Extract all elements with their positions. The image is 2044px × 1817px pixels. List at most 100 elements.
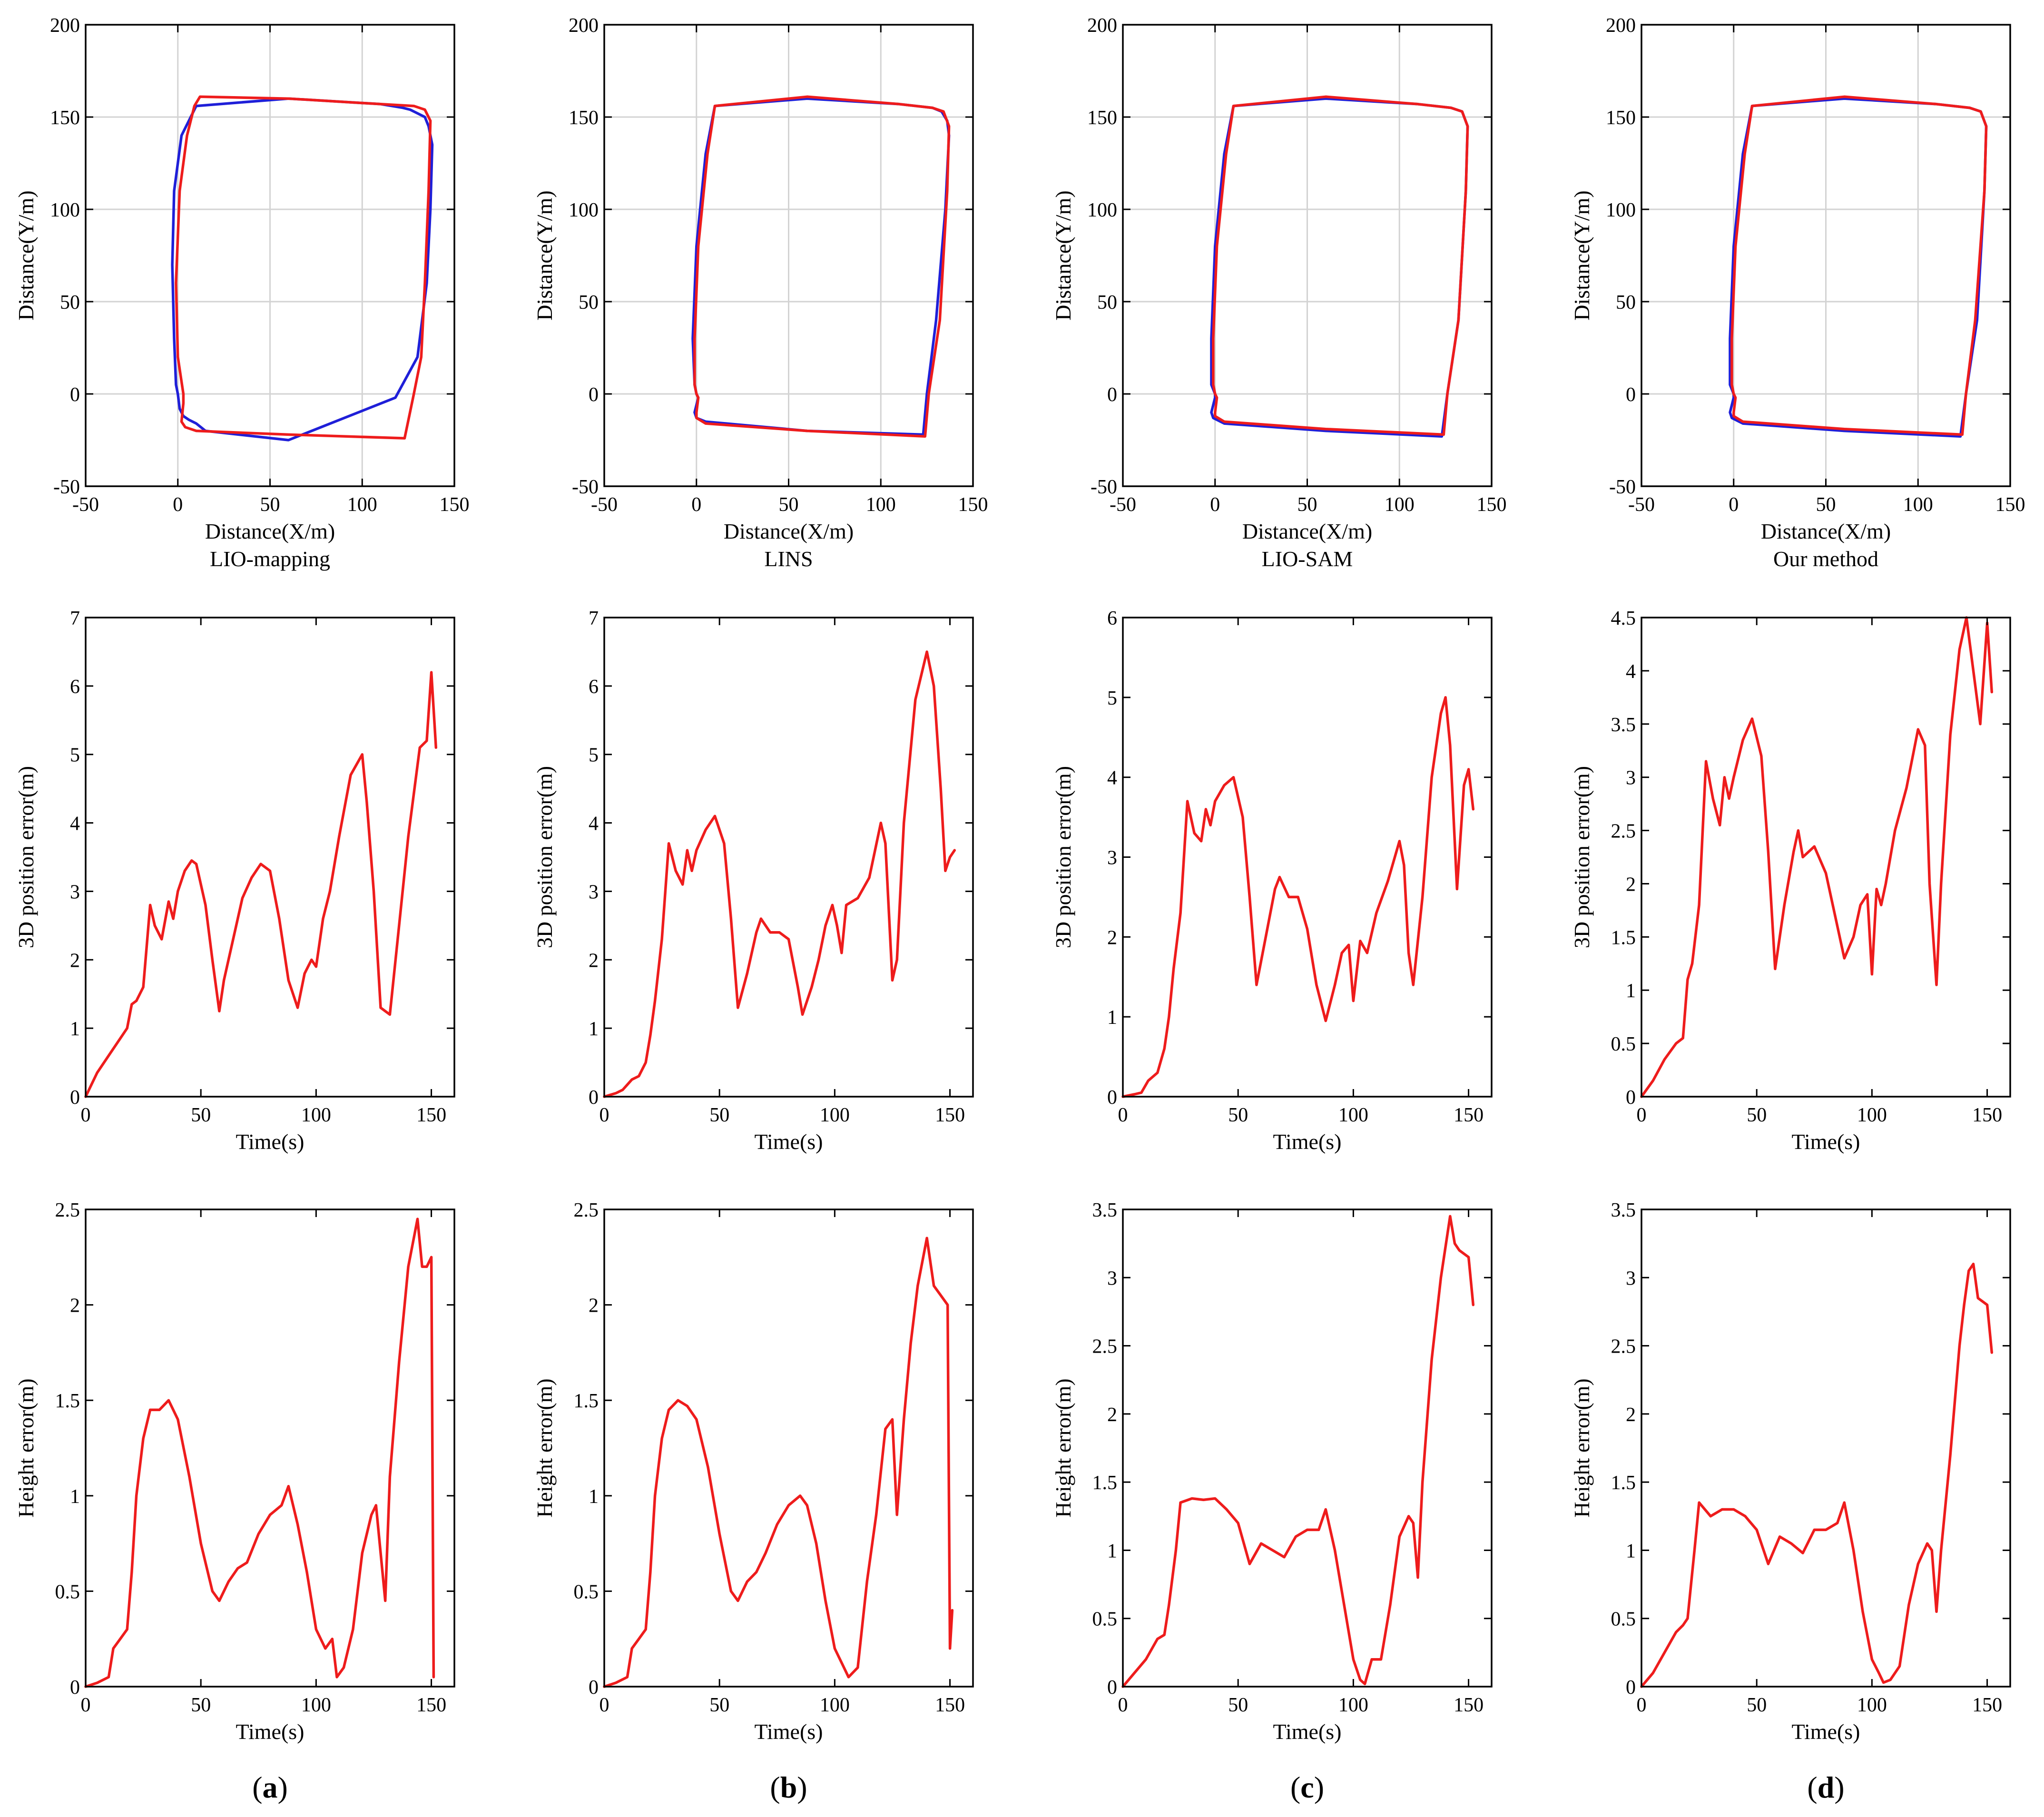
y-tick-label: 200 (569, 15, 599, 37)
y-tick-label: 0 (1626, 1677, 1636, 1699)
x-tick-label: 0 (1118, 1694, 1128, 1716)
y-tick-label: 1 (589, 1018, 599, 1040)
chart-height_error-c: 0 50 100 150 0 0.5 1 1.5 2 2.5 3 3.5 Time(s) Height e… (1051, 1199, 1493, 1744)
chart-position_error-b: 0 50 100 150 0 1 2 3 4 5 6 7 Time(s) 3D position erro… (532, 608, 974, 1154)
y-tick-label: 6 (70, 676, 80, 698)
x-tick-label: -50 (591, 494, 618, 516)
y-tick-label: 1 (1626, 1540, 1636, 1562)
x-tick-label: 0 (81, 1104, 91, 1126)
x-tick-label: 150 (1454, 1104, 1484, 1126)
y-tick-label: 200 (1087, 15, 1117, 37)
y-tick-label: 100 (1087, 199, 1117, 221)
x-tick-label: 100 (1338, 1104, 1368, 1126)
y-axis-label: Height error(m) (532, 1378, 557, 1518)
plot-area (1641, 618, 2010, 1097)
y-tick-label: 3 (1107, 1267, 1117, 1289)
y-tick-label: 0.5 (1611, 1609, 1636, 1630)
y-axis-label: Distance(Y/m) (14, 190, 38, 320)
y-tick-label: 4 (589, 813, 599, 835)
x-tick-label: 0 (1729, 494, 1739, 516)
x-tick-label: 150 (1972, 1694, 2002, 1716)
x-tick-label: 0 (81, 1694, 91, 1716)
y-tick-label: 0 (70, 384, 80, 406)
y-tick-label: 2 (1107, 927, 1117, 949)
x-tick-label: 50 (1228, 1104, 1248, 1126)
y-tick-label: 0 (1107, 1087, 1117, 1109)
x-tick-label: 150 (1477, 494, 1507, 516)
y-tick-label: -50 (1609, 476, 1636, 498)
plot-area (1641, 1209, 2010, 1687)
x-tick-label: 0 (1118, 1104, 1128, 1126)
x-axis-label: Time(s) (1792, 1719, 1860, 1744)
x-tick-label: 100 (866, 494, 896, 516)
y-tick-label: 200 (1606, 15, 1636, 37)
y-tick-label: 6 (589, 676, 599, 698)
x-axis-label: Distance(X/m) (1242, 519, 1372, 543)
chart-trajectory-c: -50 0 50 100 150 -50 0 50 100 150 200 Distance(X/m)… (1051, 15, 1507, 571)
series-line-estimate (1212, 95, 1469, 436)
y-axis-label: Distance(Y/m) (1570, 190, 1594, 320)
y-tick-label: 0 (1626, 1087, 1636, 1109)
axes-frame (1641, 617, 2011, 1098)
y-tick-label: 2 (70, 1295, 80, 1317)
x-tick-label: 150 (1972, 1104, 2002, 1126)
x-tick-label: -50 (72, 494, 99, 516)
y-tick-label: 150 (1606, 107, 1636, 129)
y-tick-label: -50 (572, 476, 599, 498)
chart-trajectory-a: -50 0 50 100 150 -50 0 50 100 150 200 Distance(X/m)… (14, 15, 470, 571)
y-axis-label: Distance(Y/m) (532, 190, 557, 320)
y-tick-label: 4.5 (1611, 608, 1636, 629)
y-tick-label: 3 (70, 881, 80, 903)
plot-area (604, 618, 973, 1097)
plot-area (86, 618, 454, 1097)
panel-label-a: (a) (252, 1770, 288, 1804)
x-tick-label: 150 (935, 1694, 965, 1716)
y-tick-label: 2 (589, 950, 599, 972)
panel-letter: d (1818, 1770, 1835, 1804)
y-tick-label: 50 (1616, 292, 1636, 314)
y-axis-label: 3D position error(m) (1051, 766, 1075, 948)
y-tick-label: 3 (1626, 1267, 1636, 1289)
x-tick-label: 100 (301, 1694, 331, 1716)
x-tick-label: 0 (1637, 1104, 1647, 1126)
y-tick-label: 2.5 (574, 1199, 599, 1221)
panel-label-b: (b) (770, 1770, 807, 1804)
series-line-estimate (1121, 696, 1475, 1098)
x-tick-label: -50 (1110, 494, 1136, 516)
y-tick-label: 1 (1107, 1540, 1117, 1562)
y-tick-label: 3 (1626, 767, 1636, 789)
y-tick-label: 2 (589, 1295, 599, 1317)
x-tick-label: 50 (1228, 1694, 1248, 1716)
x-axis-label: Time(s) (755, 1129, 823, 1154)
chart-title: Our method (1773, 547, 1878, 571)
panel-label-c: (c) (1290, 1770, 1324, 1804)
chart-height_error-d: 0 50 100 150 0 0.5 1 1.5 2 2.5 3 3.5 Time(s) Height e… (1570, 1199, 2011, 1744)
series-line-estimate (603, 1237, 954, 1688)
series-line-estimate (1730, 95, 1988, 436)
y-axis-label: 3D position error(m) (14, 766, 38, 948)
y-tick-label: 2.5 (1092, 1336, 1118, 1358)
y-tick-label: 2.5 (1611, 1336, 1636, 1358)
y-tick-label: 0.5 (55, 1581, 80, 1603)
chart-title: LINS (764, 547, 813, 571)
y-tick-label: 1.5 (1611, 1472, 1636, 1494)
x-tick-label: 0 (173, 494, 183, 516)
x-tick-label: 100 (347, 494, 377, 516)
y-tick-label: 1.5 (1092, 1472, 1118, 1494)
panel-letter: a (263, 1770, 278, 1804)
x-axis-label: Time(s) (236, 1719, 305, 1744)
x-tick-label: 50 (1747, 1694, 1767, 1716)
x-tick-label: 50 (191, 1694, 211, 1716)
x-tick-label: 100 (1857, 1694, 1887, 1716)
x-tick-label: 50 (709, 1104, 729, 1126)
x-tick-label: 100 (1385, 494, 1415, 516)
series-line-estimate (84, 1218, 435, 1688)
x-tick-label: 0 (599, 1694, 609, 1716)
chart-title: LIO-mapping (210, 547, 330, 571)
x-axis-label: Time(s) (755, 1719, 823, 1744)
series-line-estimate (1121, 1215, 1475, 1688)
y-tick-label: 3.5 (1092, 1199, 1118, 1221)
y-tick-label: 50 (60, 292, 80, 314)
chart-trajectory-d: -50 0 50 100 150 -50 0 50 100 150 200 Distance(X/m)… (1570, 15, 2025, 571)
panel-letter: b (780, 1770, 797, 1804)
